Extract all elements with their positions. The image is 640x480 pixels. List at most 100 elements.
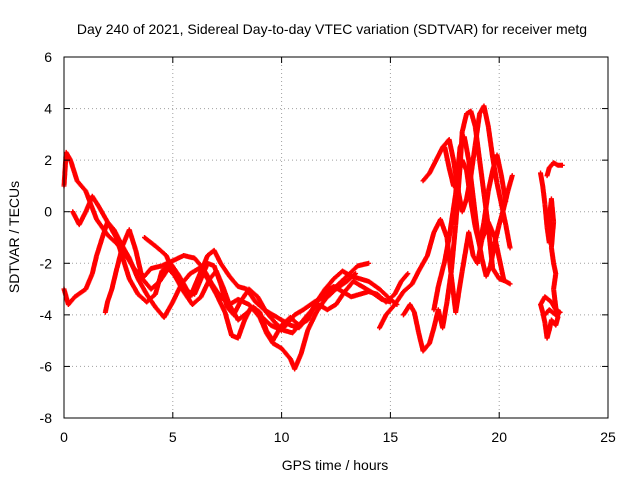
marker-trail [127, 256, 140, 281]
marker-trail [421, 341, 432, 353]
marker-trail [427, 326, 437, 345]
marker-trail [105, 287, 114, 304]
marker-trail [140, 277, 153, 291]
series-track-2 [61, 219, 359, 372]
marker-trail [142, 235, 153, 245]
y-tick-label: 2 [44, 152, 52, 168]
data-point [405, 271, 411, 277]
x-tick-label: 20 [491, 429, 507, 445]
y-tick-label: -8 [40, 410, 53, 426]
x-tick-label: 5 [169, 429, 177, 445]
marker-trail [448, 223, 459, 273]
x-tick-label: 0 [60, 429, 68, 445]
marker-trail [66, 295, 77, 307]
axes: 0 5 10 15 20 25 -8 -6 -4 -2 0 2 4 6 [40, 49, 616, 445]
marker-trail [505, 174, 515, 193]
marker-trail [279, 346, 292, 361]
marker-trail [384, 303, 397, 317]
marker-trail [416, 254, 430, 273]
marker-trail [68, 158, 80, 183]
marker-trail [481, 189, 491, 224]
x-tick-label: 10 [274, 429, 290, 445]
series-track-10 [442, 144, 509, 248]
marker-trail [301, 300, 316, 312]
marker-trail [427, 158, 439, 175]
marker-trail [149, 279, 162, 291]
marker-trail [149, 240, 160, 250]
marker-trail [227, 274, 240, 289]
marker-trail [410, 269, 421, 286]
marker-trail [192, 277, 204, 296]
marker-trail [271, 323, 284, 342]
marker-trail [425, 231, 437, 257]
marker-trail [114, 244, 125, 273]
marker-trail [356, 261, 370, 269]
marker-trail [94, 233, 106, 257]
marker-trail [90, 254, 99, 275]
marker-trail [75, 179, 88, 193]
marker-trail [503, 223, 513, 250]
marker-trail [472, 112, 482, 146]
marker-trail [127, 277, 140, 296]
marker-trail [412, 311, 421, 335]
data-series [61, 103, 565, 372]
marker-trail [399, 272, 410, 283]
marker-trail [218, 261, 232, 278]
marker-trail [190, 295, 203, 307]
marker-trail [305, 300, 319, 319]
marker-trail [299, 329, 310, 355]
series-track-11 [538, 170, 563, 341]
marker-trail [538, 171, 545, 188]
marker-trail [236, 318, 247, 340]
marker-trail [177, 274, 190, 293]
marker-trail [236, 313, 247, 322]
marker-trail [164, 254, 175, 273]
marker-trail [554, 310, 562, 317]
marker-trail [142, 266, 153, 278]
marker-trail [540, 184, 548, 206]
marker-trail [214, 269, 225, 288]
marker-trail [170, 269, 184, 288]
series-track-3 [70, 193, 393, 336]
marker-trail [334, 274, 349, 289]
marker-trail [481, 104, 491, 128]
marker-trail [554, 307, 562, 315]
marker-trail [145, 292, 157, 304]
marker-trail [127, 228, 138, 252]
marker-trail [486, 125, 495, 159]
data-point [507, 281, 513, 287]
marker-trail [392, 279, 404, 296]
marker-trail [77, 210, 88, 226]
marker-trail [199, 262, 210, 281]
marker-trail [552, 160, 560, 168]
marker-trail [227, 303, 240, 322]
marker-trail [292, 352, 304, 371]
grid-lines [64, 57, 608, 418]
marker-trail [486, 169, 495, 193]
marker-trail [453, 269, 465, 314]
marker-trail [367, 279, 381, 291]
marker-trail [440, 300, 450, 329]
marker-trail [196, 254, 210, 278]
marker-trail [468, 200, 478, 229]
marker-trail [384, 292, 397, 304]
marker-trail [438, 218, 449, 239]
marker-trail [436, 259, 447, 288]
marker-trail [73, 287, 88, 299]
marker-trail [323, 287, 338, 301]
marker-trail [434, 145, 445, 162]
marker-trail [551, 272, 559, 291]
marker-trail [343, 279, 356, 294]
marker-trail [251, 305, 262, 314]
marker-trail [254, 300, 266, 312]
series-track-5 [142, 235, 411, 331]
marker-trail [158, 267, 171, 283]
marker-trail [401, 282, 414, 294]
x-tick-label: 15 [383, 429, 399, 445]
marker-trail [393, 290, 406, 306]
marker-trail [162, 300, 175, 319]
data-point [509, 173, 515, 179]
marker-trail [96, 205, 110, 224]
data-point [503, 198, 509, 204]
